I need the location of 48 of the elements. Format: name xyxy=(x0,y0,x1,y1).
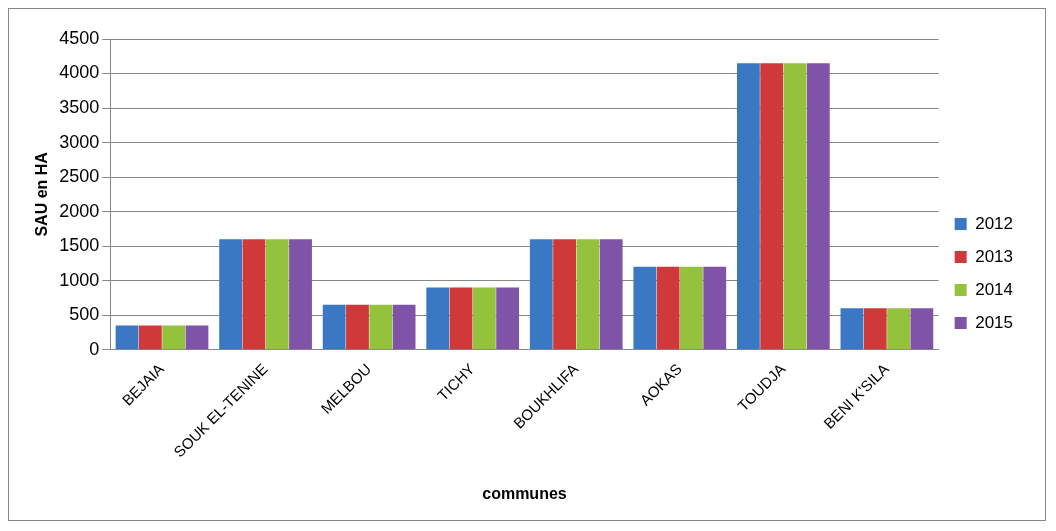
bar xyxy=(910,308,934,350)
y-tick-label: 3000 xyxy=(59,131,100,152)
bar xyxy=(703,266,727,350)
bar xyxy=(449,287,473,350)
bar xyxy=(806,63,830,350)
y-tick-label: 1000 xyxy=(59,269,100,290)
legend-label: 2012 xyxy=(975,213,1014,233)
y-tick-label: 0 xyxy=(89,338,100,359)
bar xyxy=(736,63,760,350)
legend-label: 2013 xyxy=(975,246,1014,266)
y-tick-label: 4500 xyxy=(59,27,100,48)
bar xyxy=(115,325,139,350)
bar xyxy=(219,239,243,350)
bar xyxy=(633,266,657,350)
y-tick-label: 1500 xyxy=(59,235,100,256)
bar xyxy=(242,239,266,350)
bar xyxy=(346,304,369,350)
y-tick-label: 4000 xyxy=(59,62,100,83)
bar xyxy=(426,287,450,350)
bar xyxy=(369,304,393,350)
bar xyxy=(529,239,553,350)
bar xyxy=(289,239,312,350)
x-axis-title: communes xyxy=(482,484,567,502)
y-axis-title: SAU en HA xyxy=(33,151,51,237)
bar xyxy=(138,325,162,350)
y-tick-label: 2000 xyxy=(59,200,100,221)
y-tick-label: 500 xyxy=(69,304,100,325)
legend-label: 2015 xyxy=(975,312,1014,332)
bar xyxy=(322,304,346,350)
bar xyxy=(472,287,496,350)
bar xyxy=(185,325,209,350)
bar xyxy=(840,308,864,350)
bar xyxy=(760,63,784,350)
bar xyxy=(265,239,289,350)
legend-label: 2014 xyxy=(975,279,1014,299)
bar xyxy=(496,287,520,350)
y-tick-label: 2500 xyxy=(59,166,100,187)
bar xyxy=(576,239,600,350)
bar xyxy=(863,308,887,350)
bar xyxy=(553,239,577,350)
bar xyxy=(599,239,623,350)
bar xyxy=(162,325,186,350)
y-tick-label: 3500 xyxy=(59,97,100,118)
bar xyxy=(656,266,680,350)
bar xyxy=(392,304,416,350)
bar xyxy=(783,63,807,350)
bar xyxy=(887,308,910,350)
bar xyxy=(680,266,703,350)
